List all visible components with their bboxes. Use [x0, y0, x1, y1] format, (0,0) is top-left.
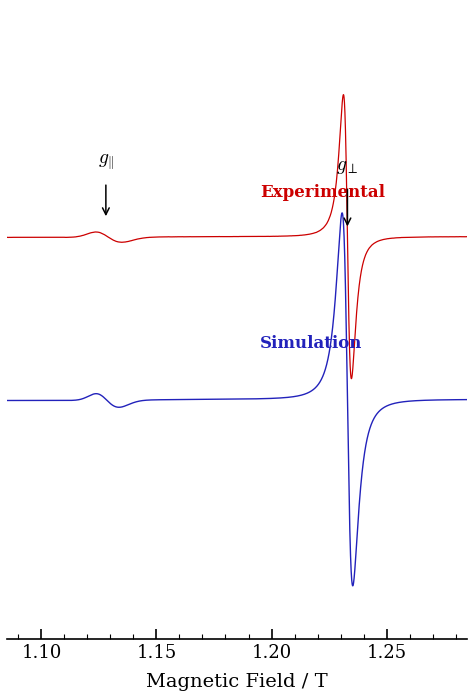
Text: $g_{\mathsf{\|}}$: $g_{\mathsf{\|}}$	[98, 153, 114, 172]
Text: Experimental: Experimental	[260, 184, 385, 201]
Text: Simulation: Simulation	[260, 335, 363, 352]
Text: $g_{\perp}$: $g_{\perp}$	[336, 158, 359, 176]
X-axis label: Magnetic Field / T: Magnetic Field / T	[146, 673, 328, 691]
